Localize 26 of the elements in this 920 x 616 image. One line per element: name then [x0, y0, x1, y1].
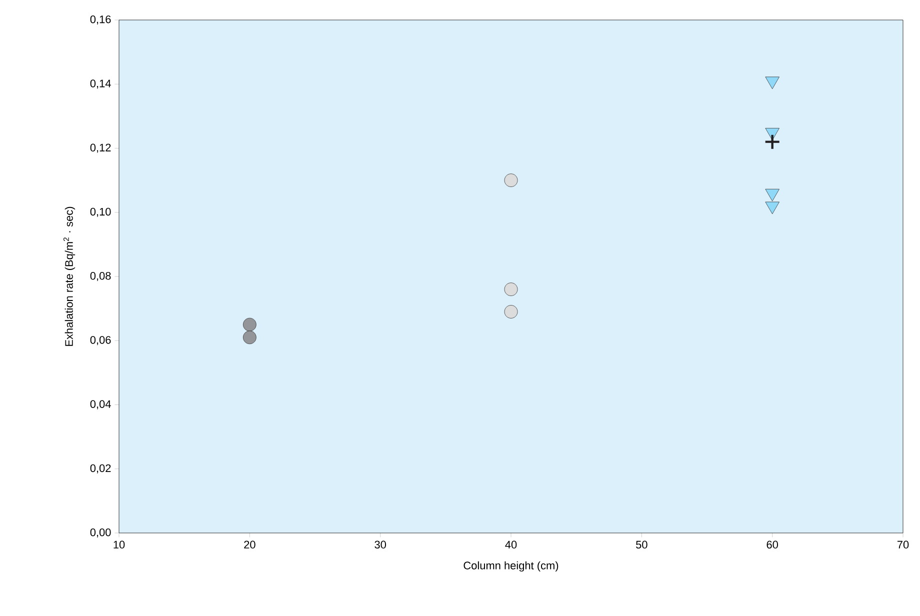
point [765, 188, 780, 202]
y-tick-label: 0,10 [90, 208, 111, 217]
y-tick-label: 0,12 [90, 144, 111, 153]
point [242, 318, 256, 332]
y-tick-label: 0,08 [90, 272, 111, 282]
x-tick-label: 20 [244, 540, 256, 549]
point [765, 202, 780, 214]
point [504, 305, 518, 318]
y-tick-label: 0,04 [90, 400, 111, 410]
point [242, 330, 256, 344]
x-tick-label: 10 [114, 540, 125, 549]
y-tick-label: 0,06 [90, 336, 111, 346]
x-tick-label: 70 [897, 540, 909, 549]
x-tick-label: 60 [766, 540, 778, 549]
y-tick-label: 0,02 [90, 464, 111, 474]
x-axis-title: Column height (cm) [464, 561, 558, 572]
x-tick-label: 50 [636, 540, 648, 549]
y-tick-label: 0,14 [90, 80, 111, 89]
point [504, 174, 518, 187]
y-axis-title: Exhalation rate (Bq/m$^{2}$ · sec) [63, 206, 76, 346]
x-tick-label: 30 [374, 540, 386, 549]
point [504, 282, 518, 296]
y-tick-label: 0,16 [90, 15, 111, 25]
y-tick-label: 0,00 [90, 528, 111, 538]
x-tick-label: 40 [505, 540, 517, 549]
point [765, 76, 780, 90]
